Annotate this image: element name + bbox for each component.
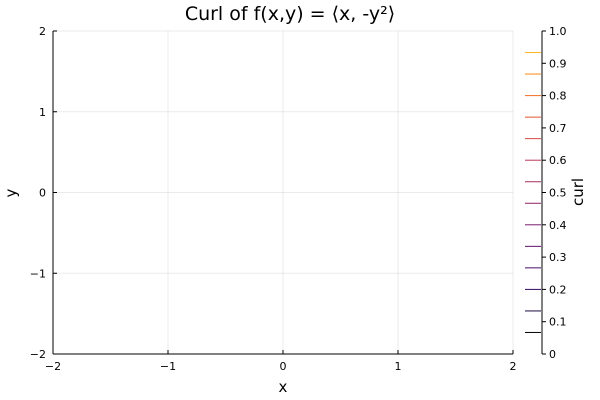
colorbar-tick-label: 1.0 (549, 25, 567, 38)
colorbar-tick-label: 0.7 (549, 122, 567, 135)
y-tick-label: 1 (39, 106, 46, 119)
x-tick-label: −2 (45, 360, 61, 373)
colorbar-tick-label: 0.2 (549, 283, 567, 296)
colorbar-tick-label: 0.3 (549, 251, 567, 264)
grid (52, 30, 514, 355)
colorbar-tick-label: 0.9 (549, 57, 567, 70)
x-tick-label: 1 (395, 360, 402, 373)
colorbar-tick-label: 0.5 (549, 187, 567, 200)
y-tick-label: 2 (39, 25, 46, 38)
colorbar-tick-label: 0.4 (549, 219, 567, 232)
colorbar-tick-label: 0.8 (549, 90, 567, 103)
colorbar-tick-label: 0 (549, 348, 556, 361)
y-tick-label: 0 (39, 187, 46, 200)
colorbar-tick-label: 0.1 (549, 316, 567, 329)
y-axis-label: y (2, 188, 20, 197)
colorbar: 0 0.1 0.2 0.3 0.4 0.5 0.6 0.7 0.8 0.9 1.0 (525, 25, 567, 361)
x-tick-label: 2 (510, 360, 517, 373)
y-ticks: −2 −1 0 1 2 (30, 25, 57, 361)
x-axis-label: x (279, 378, 288, 396)
colorbar-tick-label: 0.6 (549, 154, 567, 167)
colorbar-label: curl (569, 178, 587, 206)
y-tick-label: −1 (30, 267, 46, 280)
x-ticks: −2 −1 0 1 2 (45, 350, 517, 373)
chart-title: Curl of f(x,y) = ⟨x, -y²⟩ (185, 3, 395, 25)
y-tick-label: −2 (30, 348, 46, 361)
x-tick-label: 0 (280, 360, 287, 373)
x-tick-label: −1 (160, 360, 176, 373)
